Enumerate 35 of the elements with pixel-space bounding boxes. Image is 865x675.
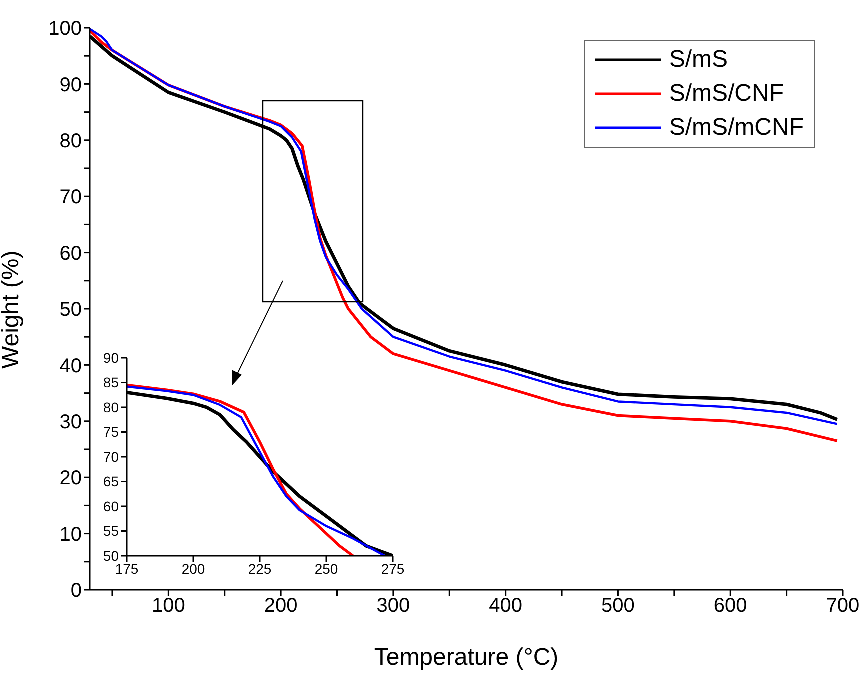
y-tick-label: 90 xyxy=(60,74,82,96)
y-tick-label: 80 xyxy=(60,130,82,152)
y-tick-label: 20 xyxy=(60,468,82,490)
x-tick-label: 225 xyxy=(248,560,272,577)
y-tick-label: 75 xyxy=(103,424,120,440)
x-tick-label: 200 xyxy=(264,595,298,618)
x-tick-label: 500 xyxy=(602,595,635,618)
y-tick-label: 85 xyxy=(103,374,120,391)
y-tick-label: 70 xyxy=(103,448,120,465)
y-tick-label: 90 xyxy=(103,350,120,366)
x-tick-label: 400 xyxy=(489,595,523,618)
x-tick-label: 275 xyxy=(381,560,405,577)
y-tick-label: 60 xyxy=(60,242,82,265)
x-tick-label: 600 xyxy=(714,595,748,618)
x-axis-title: Temperature (°C) xyxy=(374,644,559,671)
y-tick-label: 55 xyxy=(103,523,120,540)
x-tick-label: 300 xyxy=(376,595,410,618)
x-tick-label: 200 xyxy=(182,560,206,577)
y-tick-label: 0 xyxy=(70,580,82,602)
x-tick-label: 250 xyxy=(314,560,338,577)
legend-label: S/mS/mCNF xyxy=(669,113,804,143)
x-tick-label: 100 xyxy=(152,595,186,618)
x-tick-label: 700 xyxy=(826,595,860,618)
y-tick-label: 100 xyxy=(48,18,82,40)
y-tick-label: 60 xyxy=(103,498,120,514)
y-tick-label: 70 xyxy=(60,186,82,209)
y-tick-label: 30 xyxy=(60,412,82,434)
y-axis-title: Weight (%) xyxy=(0,250,25,369)
legend-label: S/mS xyxy=(669,45,728,75)
y-tick-label: 10 xyxy=(60,524,82,546)
y-tick-label: 50 xyxy=(60,299,82,322)
y-tick-label: 40 xyxy=(60,355,82,378)
legend-label: S/mS/CNF xyxy=(669,79,784,109)
y-tick-label: 80 xyxy=(103,399,120,416)
y-tick-label: 65 xyxy=(103,474,120,490)
